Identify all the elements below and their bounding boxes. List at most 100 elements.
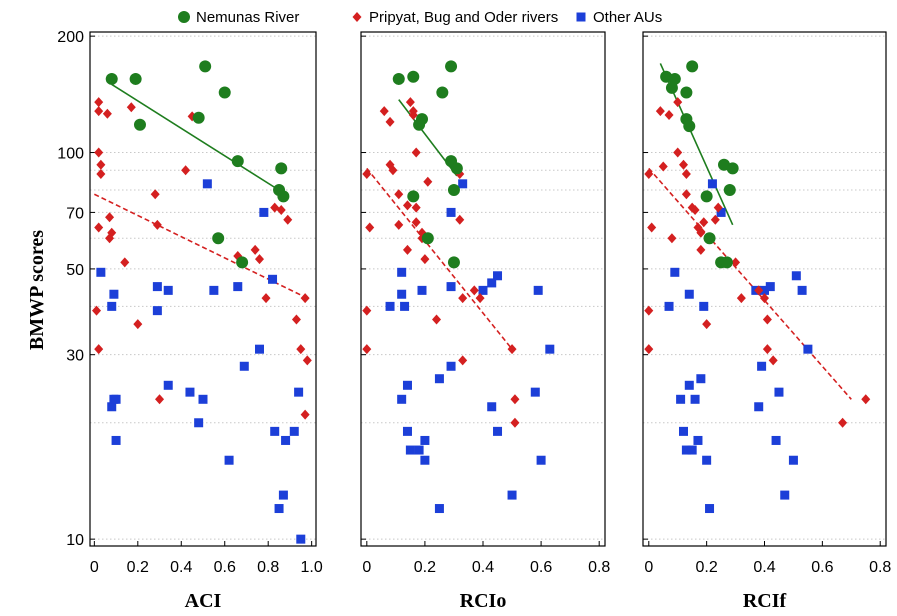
data-point xyxy=(402,200,412,211)
data-point xyxy=(192,111,205,124)
x-tick-label: 0.2 xyxy=(696,559,718,576)
data-point xyxy=(289,426,299,436)
data-point xyxy=(152,219,162,230)
data-point xyxy=(155,394,165,405)
data-point xyxy=(681,189,691,200)
data-point xyxy=(658,161,668,172)
data-point xyxy=(673,97,683,108)
data-point xyxy=(94,344,104,355)
data-point xyxy=(716,207,726,217)
data-point xyxy=(420,435,430,445)
data-point xyxy=(760,285,769,295)
data-point xyxy=(493,426,503,436)
data-point xyxy=(362,168,372,179)
data-point xyxy=(644,305,654,316)
data-point xyxy=(458,179,468,189)
data-point xyxy=(218,86,231,99)
data-point xyxy=(768,355,778,366)
fit-line xyxy=(111,83,287,195)
data-point xyxy=(202,179,212,189)
data-point xyxy=(445,60,458,73)
data-point xyxy=(530,387,540,397)
data-point xyxy=(420,254,430,265)
data-point xyxy=(198,394,208,404)
data-point xyxy=(684,380,694,390)
data-point xyxy=(405,445,415,455)
data-point xyxy=(255,254,264,265)
data-point xyxy=(194,418,204,428)
data-point xyxy=(276,205,286,216)
data-point xyxy=(680,86,693,99)
y-axis-label: BMWP scores xyxy=(26,230,48,350)
data-point xyxy=(277,190,290,203)
data-point xyxy=(665,81,678,94)
legend-label: Pripyat, Bug and Oder rivers xyxy=(369,9,558,26)
data-point xyxy=(699,217,709,228)
panel-rcif: 0 0.2 0.4 0.6 0.8 RCIf xyxy=(642,31,891,612)
data-point xyxy=(696,374,706,384)
data-point xyxy=(507,344,517,355)
fit-line xyxy=(648,167,852,400)
legend-item: Pripyat, Bug and Oder rivers xyxy=(352,9,558,26)
data-point xyxy=(713,202,723,213)
data-point xyxy=(411,202,421,213)
data-point xyxy=(710,214,720,225)
data-point xyxy=(129,72,142,85)
data-point xyxy=(700,190,713,203)
data-point xyxy=(788,455,798,465)
data-point xyxy=(754,285,764,296)
data-point xyxy=(707,179,717,189)
data-point xyxy=(510,394,520,405)
data-point xyxy=(726,162,739,175)
data-point xyxy=(702,319,712,330)
data-point xyxy=(259,207,269,217)
y-tick-label: 50 xyxy=(66,262,84,279)
data-point xyxy=(224,455,234,465)
data-point xyxy=(421,232,434,245)
data-point xyxy=(702,455,712,465)
data-point xyxy=(111,435,121,445)
data-point xyxy=(163,285,173,295)
data-point xyxy=(762,344,772,355)
data-point xyxy=(275,162,288,175)
data-point xyxy=(703,232,716,245)
data-point xyxy=(92,305,102,316)
data-point xyxy=(861,394,871,405)
data-point xyxy=(693,435,703,445)
data-point xyxy=(673,147,683,158)
data-point xyxy=(423,176,433,187)
data-point xyxy=(690,205,700,216)
data-point xyxy=(294,387,304,397)
x-tick-label: 0 xyxy=(362,559,371,576)
data-point xyxy=(690,394,700,404)
data-point xyxy=(392,72,405,85)
data-point xyxy=(296,534,306,544)
data-point xyxy=(510,417,520,428)
data-point xyxy=(126,102,136,113)
data-point xyxy=(365,222,375,233)
x-tick-label: 0.4 xyxy=(170,559,192,576)
data-point xyxy=(411,147,421,158)
data-point xyxy=(281,435,291,445)
data-point xyxy=(385,301,395,311)
data-point xyxy=(478,285,488,295)
data-point xyxy=(209,285,219,295)
data-point xyxy=(94,222,104,233)
data-point xyxy=(720,256,733,269)
data-point xyxy=(705,504,715,514)
data-point xyxy=(791,271,801,281)
data-point xyxy=(296,344,306,355)
data-point xyxy=(402,380,412,390)
data-point xyxy=(397,289,407,299)
data-point xyxy=(414,445,424,455)
data-point xyxy=(270,426,280,436)
data-point xyxy=(417,285,427,295)
data-point xyxy=(302,355,312,366)
panels: 10 30 50 70 100 200 0 0.2 0.4 0.6 0.8 1.0 ACI 0 0.2 0.4… xyxy=(57,29,891,612)
data-point xyxy=(255,344,264,354)
data-point xyxy=(402,244,412,255)
data-point xyxy=(420,455,430,465)
legend-marker xyxy=(178,11,190,23)
data-point xyxy=(163,380,173,390)
data-point xyxy=(105,233,115,244)
